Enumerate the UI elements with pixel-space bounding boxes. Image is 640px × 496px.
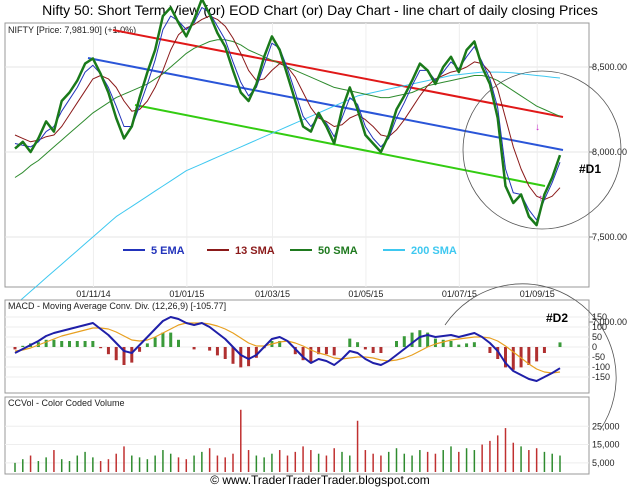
- volume-tick-label: 25,000: [592, 421, 620, 431]
- x-tick-label: 01/03/15: [255, 289, 290, 299]
- price-tick-label: 7,000.00: [592, 317, 627, 327]
- macd-tick-label: 0: [592, 342, 597, 352]
- green-channel-line: [134, 104, 546, 187]
- legend-label: 13 SMA: [235, 245, 275, 257]
- macd-line: [14, 316, 561, 382]
- x-tick-label: 01/07/15: [442, 289, 477, 299]
- macd-tick-label: 150: [592, 312, 607, 322]
- volume-tick-label: 15,000: [592, 440, 620, 450]
- macd-tick-label: 50: [592, 332, 602, 342]
- ema5-line: [14, 7, 561, 221]
- volume-grid: [5, 425, 589, 464]
- volume-panel-label: CCVol - Color Coded Volume: [8, 398, 125, 408]
- x-tick-label: 01/05/15: [348, 289, 383, 299]
- price-lines: [14, 0, 562, 306]
- footer-credit: © www.TraderTraderTrader.blogspot.com: [210, 473, 430, 487]
- price-y-axis: 8,500.00 8,000.00 7,500.00 7,000.00: [589, 62, 627, 327]
- legend-label: 200 SMA: [411, 245, 457, 257]
- annotation-d2: #D2: [546, 311, 568, 325]
- chart-title: Nifty 50: Short Term View (or) EOD Chart…: [42, 2, 598, 18]
- red-channel-line: [112, 29, 564, 118]
- macd-tick-label: -100: [592, 362, 610, 372]
- volume-bars: [14, 409, 561, 472]
- macd-tick-label: -150: [592, 372, 610, 382]
- price-tick-label: 8,000.00: [592, 147, 627, 157]
- trend-channels: [87, 29, 564, 187]
- legend: 5 EMA 13 SMA 50 SMA 200 SMA: [123, 245, 457, 257]
- highlight-circle-price: [462, 70, 622, 230]
- price-tick-label: 8,500.00: [592, 62, 627, 72]
- macd-grid: [5, 316, 589, 378]
- macd-tick-label: -50: [592, 352, 605, 362]
- volume-y-axis: 25,000 15,000 5,000: [592, 421, 620, 468]
- arrow-up-marker: ↑: [538, 193, 543, 204]
- macd-panel-label: MACD - Moving Average Conv. Div. (12,26,…: [8, 301, 226, 311]
- arrow-markers: ↓↑: [535, 122, 543, 204]
- sma200-line: [14, 71, 561, 306]
- x-axis: 01/11/14 01/01/15 01/03/15 01/05/15 01/07/15…: [76, 289, 554, 299]
- volume-tick-label: 5,000: [592, 458, 615, 468]
- arrow-down-marker: ↓: [535, 122, 540, 133]
- x-tick-label: 01/11/14: [76, 289, 110, 299]
- legend-label: 50 SMA: [318, 245, 358, 257]
- macd-content: [13, 316, 562, 382]
- x-tick-label: 01/09/15: [520, 289, 555, 299]
- annotation-d1: #D1: [579, 162, 601, 176]
- blue-channel-line: [87, 57, 564, 151]
- price-tick-label: 7,500.00: [592, 232, 627, 242]
- x-tick-label: 01/01/15: [169, 289, 204, 299]
- price-panel-label: NIFTY [Price: 7,981.90] (+1.0%): [8, 25, 136, 35]
- highlight-circle-lower: [444, 283, 617, 431]
- price-line: [14, 0, 562, 227]
- macd-tick-label: 100: [592, 322, 607, 332]
- volume-panel: [4, 396, 590, 475]
- legend-label: 5 EMA: [151, 245, 185, 257]
- sma13-line: [14, 15, 561, 201]
